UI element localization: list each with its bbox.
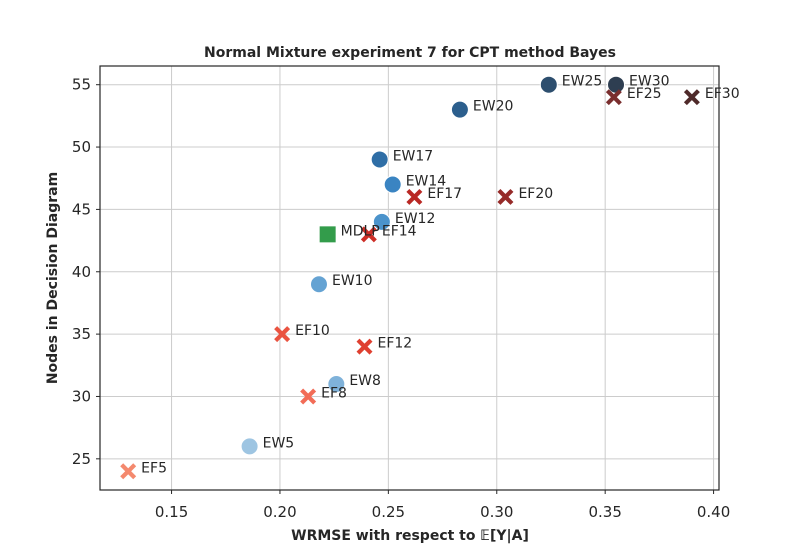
y-tick-label: 30 <box>72 387 91 405</box>
point-ew14-circle <box>383 175 402 194</box>
x-tick-label: 0.40 <box>697 503 730 521</box>
point-mdlp-square <box>319 226 336 243</box>
point-ef25-x-marker <box>605 89 622 106</box>
point-ef20-x-marker <box>497 188 514 205</box>
point-ew10-circle <box>309 275 328 294</box>
y-tick-label: 40 <box>72 263 91 281</box>
point-ef10-x-marker <box>274 326 291 343</box>
point-ef14-x-marker <box>360 226 377 243</box>
plot-frame <box>99 65 720 491</box>
point-ew25-circle <box>539 75 558 94</box>
point-ef8-label: EF8 <box>321 385 347 401</box>
y-axis-label: Nodes in Decision Diagram <box>45 172 61 384</box>
point-ew20-circle <box>450 100 469 119</box>
y-tick-label: 50 <box>72 138 91 156</box>
grid <box>100 66 719 490</box>
point-ew8-label: EW8 <box>349 373 381 389</box>
y-tick-label: 25 <box>72 450 91 468</box>
point-ew14-label: EW14 <box>406 173 447 189</box>
point-ef8-x-marker <box>300 388 317 405</box>
point-ef30-label: EF30 <box>705 86 740 102</box>
y-tick-label: 55 <box>72 76 91 94</box>
point-ef20-label: EF20 <box>518 186 553 202</box>
chart-title: Normal Mixture experiment 7 for CPT meth… <box>204 45 616 61</box>
x-axis-label: WRMSE with respect to 𝔼[Y|A] <box>291 528 529 544</box>
point-mdlp-label: MDLP <box>341 223 380 239</box>
point-ef12-x-marker <box>356 338 373 355</box>
x-axis-ticks: 0.15 0.20 0.25 0.30 0.35 0.40 <box>155 490 730 521</box>
y-tick-label: 35 <box>72 325 91 343</box>
x-tick-label: 0.15 <box>155 503 188 521</box>
point-ew8-circle <box>327 375 346 393</box>
point-ef17-x-marker <box>406 188 423 205</box>
point-ef5-label: EF5 <box>141 460 167 476</box>
point-ew25-label: EW25 <box>562 74 603 90</box>
y-tick-label: 45 <box>72 200 91 218</box>
data-points <box>120 75 700 480</box>
x-tick-label: 0.30 <box>480 503 513 521</box>
point-ew12-label: EW12 <box>395 211 436 227</box>
y-axis-ticks: 25 30 35 40 45 50 55 <box>72 76 100 468</box>
point-ew17-circle <box>370 150 389 169</box>
point-ef10-label: EF10 <box>295 323 330 339</box>
point-ef5-x-marker <box>120 463 137 480</box>
point-ew17-label: EW17 <box>393 149 434 165</box>
point-ef30-x-marker <box>683 89 700 106</box>
point-ew12-circle <box>372 212 391 231</box>
point-ef17-label: EF17 <box>427 186 462 202</box>
point-ef12-label: EF12 <box>378 336 413 352</box>
x-tick-label: 0.25 <box>372 503 405 521</box>
point-ew5-circle <box>240 437 259 456</box>
point-ew20-label: EW20 <box>473 99 514 115</box>
point-ew5-label: EW5 <box>263 435 295 451</box>
x-tick-label: 0.35 <box>588 503 621 521</box>
x-tick-label: 0.20 <box>263 503 296 521</box>
point-ef14-label: EF14 <box>382 223 417 239</box>
point-ew10-label: EW10 <box>332 273 373 289</box>
point-ef25-label: EF25 <box>627 86 662 102</box>
point-ew30-label: EW30 <box>629 74 670 90</box>
